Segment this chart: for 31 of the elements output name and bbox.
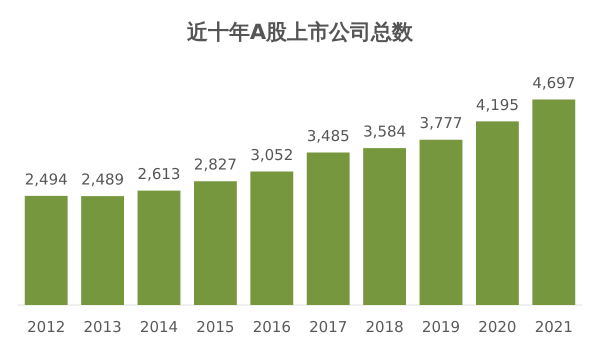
x-tick-label: 2015	[196, 318, 234, 336]
data-label: 3,777	[420, 114, 462, 132]
data-label: 3,584	[363, 122, 406, 141]
x-tick-label: 2014	[140, 318, 178, 336]
bar	[363, 148, 406, 305]
data-label: 3,485	[306, 126, 350, 145]
bar	[81, 196, 124, 305]
bar	[250, 171, 294, 305]
x-tick-label: 2016	[252, 318, 291, 336]
data-label: 4,195	[476, 96, 519, 114]
x-tick-label: 2012	[27, 318, 66, 336]
x-tick-label: 2019	[422, 318, 460, 336]
bar	[194, 181, 237, 305]
x-tick-label: 2013	[84, 318, 122, 336]
bar	[532, 99, 576, 305]
data-label: 4,697	[532, 74, 576, 92]
data-label: 2,827	[194, 156, 237, 174]
bar	[476, 121, 519, 305]
chart-title: 近十年A股上市公司总数	[186, 20, 414, 44]
bar	[138, 190, 180, 305]
x-tick-label: 2018	[366, 318, 404, 336]
bar	[24, 196, 68, 305]
bar	[420, 140, 462, 305]
x-tick-label: 2017	[309, 318, 348, 336]
data-label: 2,489	[81, 170, 124, 188]
data-label: 2,613	[138, 165, 180, 184]
x-tick-label: 2020	[478, 318, 516, 336]
data-label: 2,494	[24, 170, 68, 188]
bar	[306, 152, 350, 305]
data-label: 3,052	[250, 146, 294, 164]
x-tick-label: 2021	[534, 318, 573, 336]
